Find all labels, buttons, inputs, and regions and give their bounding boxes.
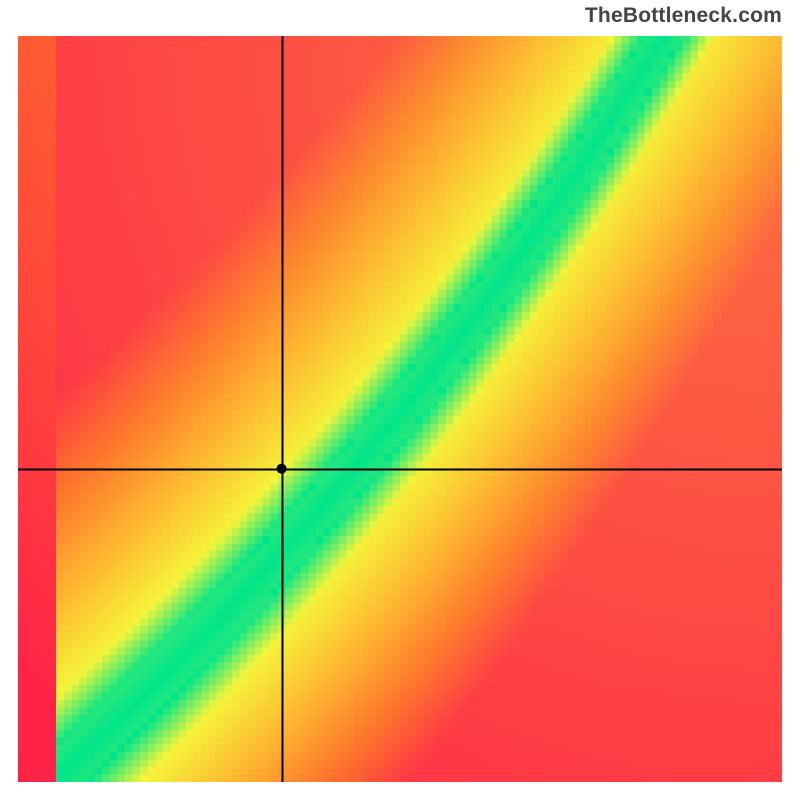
crosshair-overlay xyxy=(18,36,782,782)
watermark-text: TheBottleneck.com xyxy=(585,4,782,28)
plot-area xyxy=(18,36,782,782)
chart-container: TheBottleneck.com xyxy=(0,0,800,800)
